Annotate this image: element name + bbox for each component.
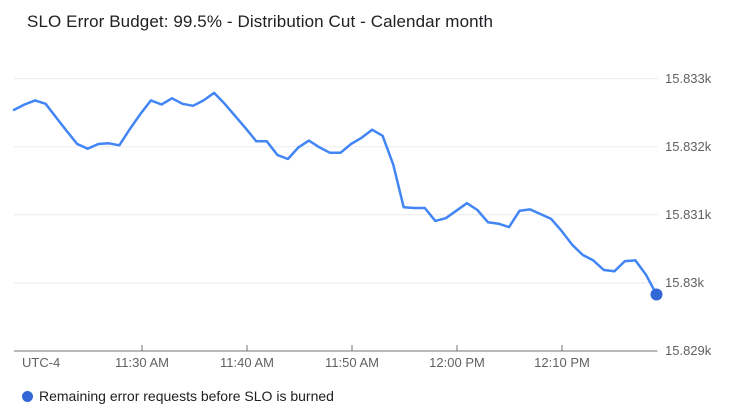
y-axis-tick-label: 15.83k (665, 275, 705, 290)
legend-series-marker-icon (22, 390, 33, 402)
x-axis-tick-label: 11:30 AM (115, 355, 169, 370)
legend-item: Remaining error requests before SLO is b… (22, 387, 334, 405)
x-axis-timezone-label: UTC-4 (22, 355, 61, 370)
x-axis-tick-label: 12:10 PM (534, 355, 590, 370)
y-axis-tick-label: 15.832k (665, 139, 712, 154)
x-axis-tick-label: 12:00 PM (429, 355, 485, 370)
y-axis-tick-label: 15.829k (665, 343, 712, 358)
chart-title: SLO Error Budget: 99.5% - Distribution C… (27, 12, 494, 31)
legend-series-label: Remaining error requests before SLO is b… (39, 388, 334, 404)
x-axis-tick-label: 11:40 AM (220, 355, 274, 370)
y-axis-tick-label: 15.831k (665, 207, 712, 222)
x-axis-tick-label: 11:50 AM (325, 355, 379, 370)
y-axis-tick-label: 15.833k (665, 71, 712, 86)
